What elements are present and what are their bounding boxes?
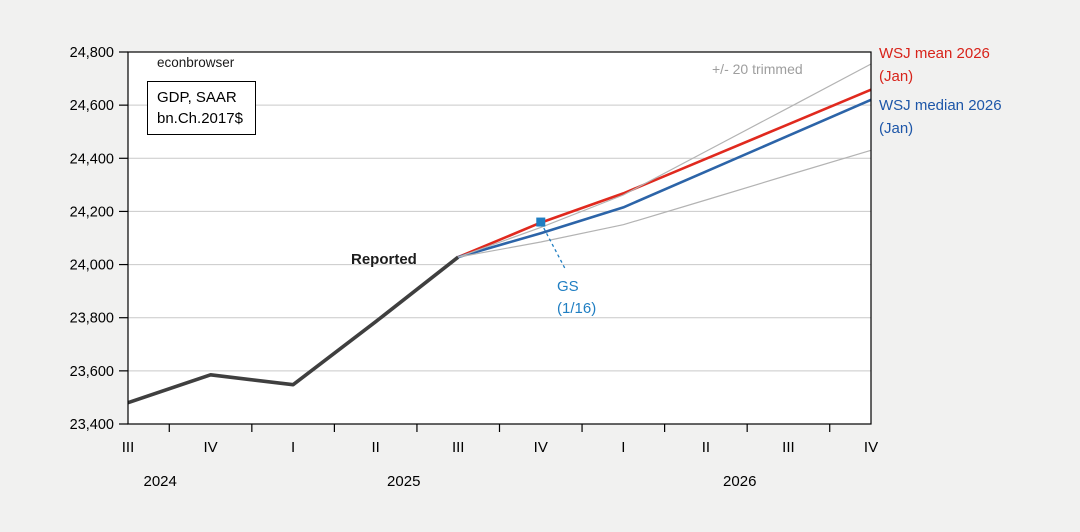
quarter-label: IV [864, 439, 878, 456]
unit-box-line2: bn.Ch.2017$ [157, 110, 243, 127]
wsj-mean-label-line1: WSJ mean 2026 [879, 45, 990, 62]
unit-box-line1: GDP, SAAR [157, 89, 237, 106]
quarter-label: I [291, 439, 295, 456]
y-tick-label: 24,400 [70, 151, 114, 167]
y-tick-label: 24,800 [70, 45, 114, 61]
trimmed-band-label: +/- 20 trimmed [712, 61, 803, 77]
wsj-mean-line [457, 88, 872, 259]
wsj-median-line [457, 98, 872, 259]
trimmed-lower-line [458, 149, 872, 258]
gs-point-label-line2: (1/16) [557, 300, 597, 317]
y-tick-label: 24,200 [70, 204, 114, 220]
quarter-label: II [702, 439, 710, 456]
reported-label: Reported [351, 251, 417, 268]
year-label: 2026 [723, 473, 756, 490]
year-label: 2025 [387, 473, 420, 490]
quarter-label: III [122, 439, 135, 456]
watermark-econbrowser: econbrowser [157, 55, 235, 70]
wsj-mean-label: WSJ mean 2026 (Jan) [879, 42, 990, 88]
wsj-mean-label-line2: (Jan) [879, 68, 914, 85]
gs-point-label: GS (1/16) [557, 276, 596, 320]
y-tick-label: 24,000 [70, 258, 114, 274]
y-tick-label: 24,600 [70, 98, 114, 114]
wsj-median-label: WSJ median 2026 (Jan) [879, 94, 1002, 140]
trimmed-upper-line [457, 63, 872, 258]
quarter-label: III [452, 439, 465, 456]
gs-point-label-line1: GS [557, 278, 579, 295]
wsj-median-label-line2: (Jan) [879, 120, 914, 137]
gs-callout-line [543, 227, 566, 269]
quarter-label: IV [534, 439, 548, 456]
reported-line [127, 255, 460, 405]
quarter-label: I [621, 439, 625, 456]
quarter-label: IV [203, 439, 217, 456]
quarter-label: III [782, 439, 795, 456]
wsj-median-label-line1: WSJ median 2026 [879, 97, 1002, 114]
y-tick-label: 23,400 [70, 417, 114, 433]
year-label: 2024 [144, 473, 177, 490]
unit-box: GDP, SAAR bn.Ch.2017$ [147, 81, 256, 135]
gs-marker [536, 217, 546, 227]
y-tick-label: 23,600 [70, 364, 114, 380]
y-tick-label: 23,800 [70, 311, 114, 327]
quarter-label: II [371, 439, 379, 456]
